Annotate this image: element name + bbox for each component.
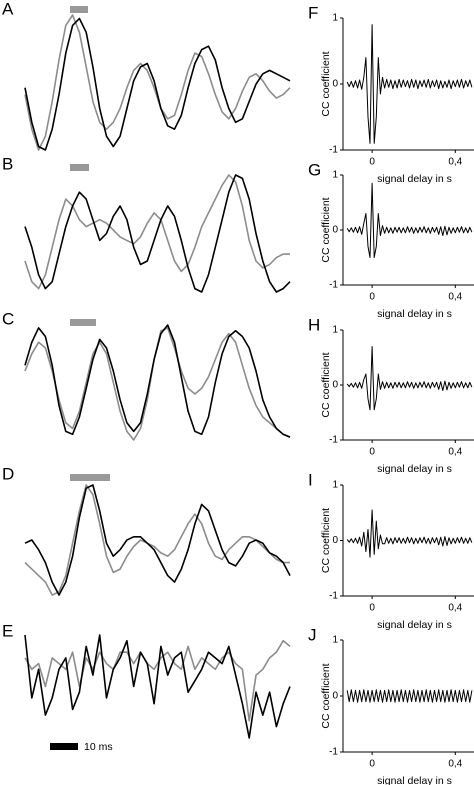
waveform-line xyxy=(24,639,291,722)
x-axis-label: signal delay in s xyxy=(377,173,452,185)
panel-label: D xyxy=(2,464,14,483)
y-tick-label: 0 xyxy=(332,225,338,236)
x-axis-label: signal delay in s xyxy=(377,463,452,475)
waveform-line xyxy=(24,17,291,151)
panel-label: B xyxy=(2,154,13,173)
y-tick-label: 0 xyxy=(332,380,338,391)
x-axis-label: signal delay in s xyxy=(377,308,452,320)
x-tick-label: 0,4 xyxy=(448,292,462,303)
y-tick-label: -1 xyxy=(329,280,338,291)
y-tick-label: -1 xyxy=(329,591,338,602)
cc-line xyxy=(346,24,473,144)
waveform-line xyxy=(24,14,291,151)
scale-bar-label: 10 ms xyxy=(84,741,113,753)
y-tick-label: 0 xyxy=(332,691,338,702)
scale-bar xyxy=(50,743,78,750)
y-tick-label: 1 xyxy=(332,170,338,181)
y-axis-label: CC coefficient xyxy=(320,663,332,728)
panel-label: C xyxy=(2,309,14,328)
panel-label: F xyxy=(308,3,318,22)
y-tick-label: 1 xyxy=(332,13,338,24)
x-tick-label: 0,4 xyxy=(448,447,462,458)
x-axis-label: signal delay in s xyxy=(377,619,452,631)
y-axis-label: CC coefficient xyxy=(320,508,332,573)
waveform-line xyxy=(24,174,291,293)
waveform-line xyxy=(24,484,291,596)
panel-label: I xyxy=(308,470,313,489)
panel-label: J xyxy=(308,625,317,644)
waveform-line xyxy=(24,634,291,739)
x-tick-label: 0 xyxy=(369,292,375,303)
y-axis-label: CC coefficient xyxy=(320,197,332,262)
y-axis-label: CC coefficient xyxy=(320,51,332,116)
x-tick-label: 0,4 xyxy=(448,603,462,614)
y-tick-label: -1 xyxy=(329,145,338,156)
y-tick-label: -1 xyxy=(329,435,338,446)
y-tick-label: 0 xyxy=(332,79,338,90)
cc-line xyxy=(346,182,473,258)
waveform-line xyxy=(24,324,291,438)
x-tick-label: 0 xyxy=(369,447,375,458)
panel-label: G xyxy=(308,160,321,179)
x-tick-label: 0,4 xyxy=(448,759,462,770)
x-tick-label: 0,4 xyxy=(448,157,462,168)
x-tick-label: 0 xyxy=(369,157,375,168)
y-tick-label: 0 xyxy=(332,535,338,546)
duration-bar xyxy=(70,319,96,326)
x-tick-label: 0 xyxy=(369,759,375,770)
y-tick-label: -1 xyxy=(329,747,338,758)
duration-bar xyxy=(70,164,89,171)
cc-line xyxy=(346,509,473,558)
cc-line xyxy=(346,689,473,703)
y-tick-label: 1 xyxy=(332,635,338,646)
x-tick-label: 0 xyxy=(369,603,375,614)
y-tick-label: 1 xyxy=(332,480,338,491)
duration-bar xyxy=(70,6,88,13)
y-axis-label: CC coefficient xyxy=(320,352,332,417)
cc-line xyxy=(346,346,473,411)
waveform-line xyxy=(24,484,290,596)
panel-label: E xyxy=(2,621,13,640)
duration-bar xyxy=(70,474,110,481)
x-axis-label: signal delay in s xyxy=(377,775,452,785)
panel-label: H xyxy=(308,315,320,334)
y-tick-label: 1 xyxy=(332,325,338,336)
waveform-line xyxy=(24,174,290,290)
panel-label: A xyxy=(2,0,14,18)
